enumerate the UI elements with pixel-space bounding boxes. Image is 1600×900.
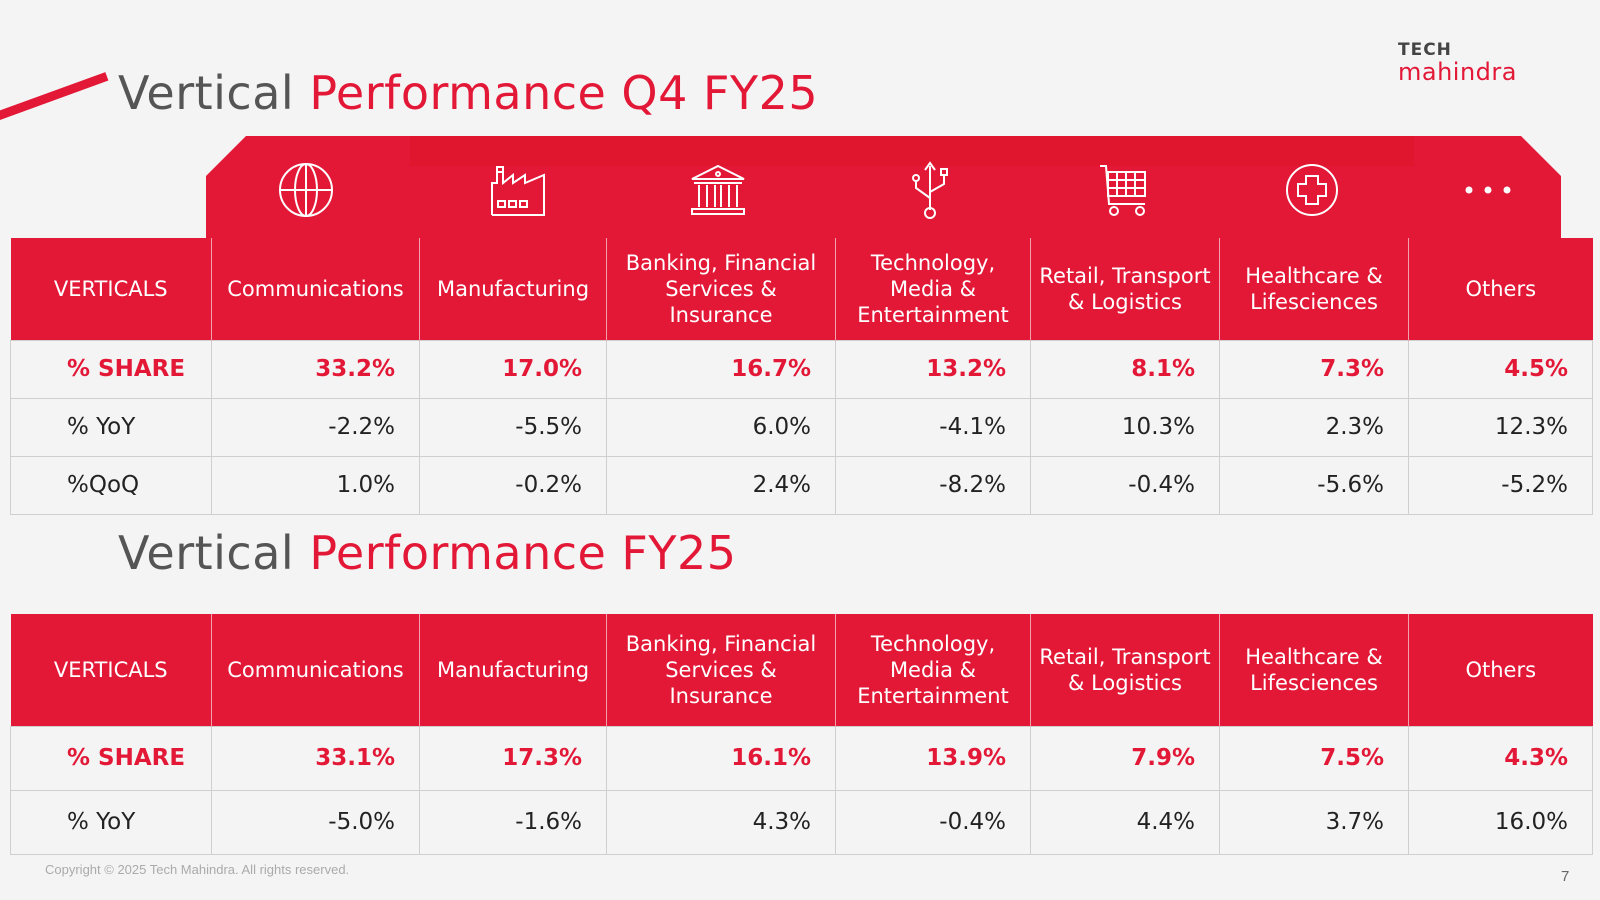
- header-healthcare: Healthcare & Lifesciences: [1219, 614, 1409, 726]
- table-row: % SHARE 33.1% 17.3% 16.1% 13.9% 7.9% 7.5…: [10, 725, 1593, 791]
- fy-performance-table: VERTICALS Communications Manufacturing B…: [10, 614, 1593, 855]
- table-cell: -2.2%: [211, 397, 420, 457]
- table-cell: 7.5%: [1219, 725, 1409, 791]
- header-bfsi: Banking, Financial Services & Insurance: [606, 614, 836, 726]
- table-cell: 16.0%: [1408, 789, 1593, 855]
- table-cell: 7.3%: [1219, 339, 1409, 399]
- table-cell: -5.6%: [1219, 455, 1409, 515]
- q4-performance-table: VERTICALS Communications Manufacturing B…: [10, 238, 1593, 515]
- table-cell: 7.9%: [1030, 725, 1220, 791]
- row-label: % SHARE: [10, 339, 212, 399]
- icon-band-top: [410, 136, 1414, 166]
- table-row: % YoY -5.0% -1.6% 4.3% -0.4% 4.4% 3.7% 1…: [10, 789, 1593, 855]
- row-label: % YoY: [10, 789, 212, 855]
- table-cell: -4.1%: [835, 397, 1031, 457]
- table-header-row: VERTICALS Communications Manufacturing B…: [10, 614, 1593, 726]
- row-label: % YoY: [10, 397, 212, 457]
- table-cell: -1.6%: [419, 789, 607, 855]
- medical-cross-icon: [1282, 150, 1342, 230]
- table-cell: 2.3%: [1219, 397, 1409, 457]
- bank-icon: [688, 150, 748, 230]
- header-others: Others: [1408, 238, 1593, 340]
- table-cell: 2.4%: [606, 455, 836, 515]
- header-manufacturing: Manufacturing: [419, 238, 607, 340]
- header-verticals: VERTICALS: [10, 238, 212, 340]
- table-cell: -0.2%: [419, 455, 607, 515]
- header-verticals: VERTICALS: [10, 614, 212, 726]
- header-others: Others: [1408, 614, 1593, 726]
- more-dots-icon: [1458, 150, 1518, 230]
- table-cell: -8.2%: [835, 455, 1031, 515]
- factory-icon: [488, 150, 548, 230]
- table-cell: -5.0%: [211, 789, 420, 855]
- table-cell: 33.1%: [211, 725, 420, 791]
- table-header-row: VERTICALS Communications Manufacturing B…: [10, 238, 1593, 340]
- table-cell: -5.5%: [419, 397, 607, 457]
- table-cell: 3.7%: [1219, 789, 1409, 855]
- header-communications: Communications: [211, 238, 420, 340]
- table-cell: 16.1%: [606, 725, 836, 791]
- table-cell: 4.3%: [606, 789, 836, 855]
- table-cell: -5.2%: [1408, 455, 1593, 515]
- table-cell: -0.4%: [835, 789, 1031, 855]
- usb-icon: [900, 150, 960, 230]
- table-cell: 17.3%: [419, 725, 607, 791]
- page-title-q4: Vertical Performance Q4 FY25: [118, 66, 819, 120]
- page-number: 7: [1561, 868, 1570, 885]
- table-row: % SHARE 33.2% 17.0% 16.7% 13.2% 8.1% 7.3…: [10, 339, 1593, 399]
- tech-mahindra-logo: TECH mahindra: [1398, 40, 1517, 86]
- table-cell: 13.9%: [835, 725, 1031, 791]
- header-retail: Retail, Transport & Logistics: [1030, 238, 1220, 340]
- header-tme: Technology, Media & Entertainment: [835, 614, 1031, 726]
- row-label: % SHARE: [10, 725, 212, 791]
- table-cell: 12.3%: [1408, 397, 1593, 457]
- table-cell: -0.4%: [1030, 455, 1220, 515]
- decorative-slash: [0, 72, 109, 127]
- shopping-cart-icon: [1095, 150, 1155, 230]
- table-cell: 10.3%: [1030, 397, 1220, 457]
- table-cell: 4.3%: [1408, 725, 1593, 791]
- table-cell: 16.7%: [606, 339, 836, 399]
- table-cell: 6.0%: [606, 397, 836, 457]
- table-cell: 33.2%: [211, 339, 420, 399]
- copyright-notice: Copyright © 2025 Tech Mahindra. All righ…: [45, 862, 350, 877]
- table-cell: 8.1%: [1030, 339, 1220, 399]
- header-bfsi: Banking, Financial Services & Insurance: [606, 238, 836, 340]
- table-cell: 1.0%: [211, 455, 420, 515]
- header-communications: Communications: [211, 614, 420, 726]
- table-row: % YoY -2.2% -5.5% 6.0% -4.1% 10.3% 2.3% …: [10, 397, 1593, 457]
- table-row: %QoQ 1.0% -0.2% 2.4% -8.2% -0.4% -5.6% -…: [10, 455, 1593, 515]
- header-healthcare: Healthcare & Lifesciences: [1219, 238, 1409, 340]
- header-tme: Technology, Media & Entertainment: [835, 238, 1031, 340]
- table-cell: 13.2%: [835, 339, 1031, 399]
- header-retail: Retail, Transport & Logistics: [1030, 614, 1220, 726]
- page-title-fy: Vertical Performance FY25: [118, 526, 737, 580]
- globe-icon: [276, 150, 336, 230]
- table-cell: 4.5%: [1408, 339, 1593, 399]
- table-cell: 17.0%: [419, 339, 607, 399]
- table-cell: 4.4%: [1030, 789, 1220, 855]
- row-label: %QoQ: [10, 455, 212, 515]
- header-manufacturing: Manufacturing: [419, 614, 607, 726]
